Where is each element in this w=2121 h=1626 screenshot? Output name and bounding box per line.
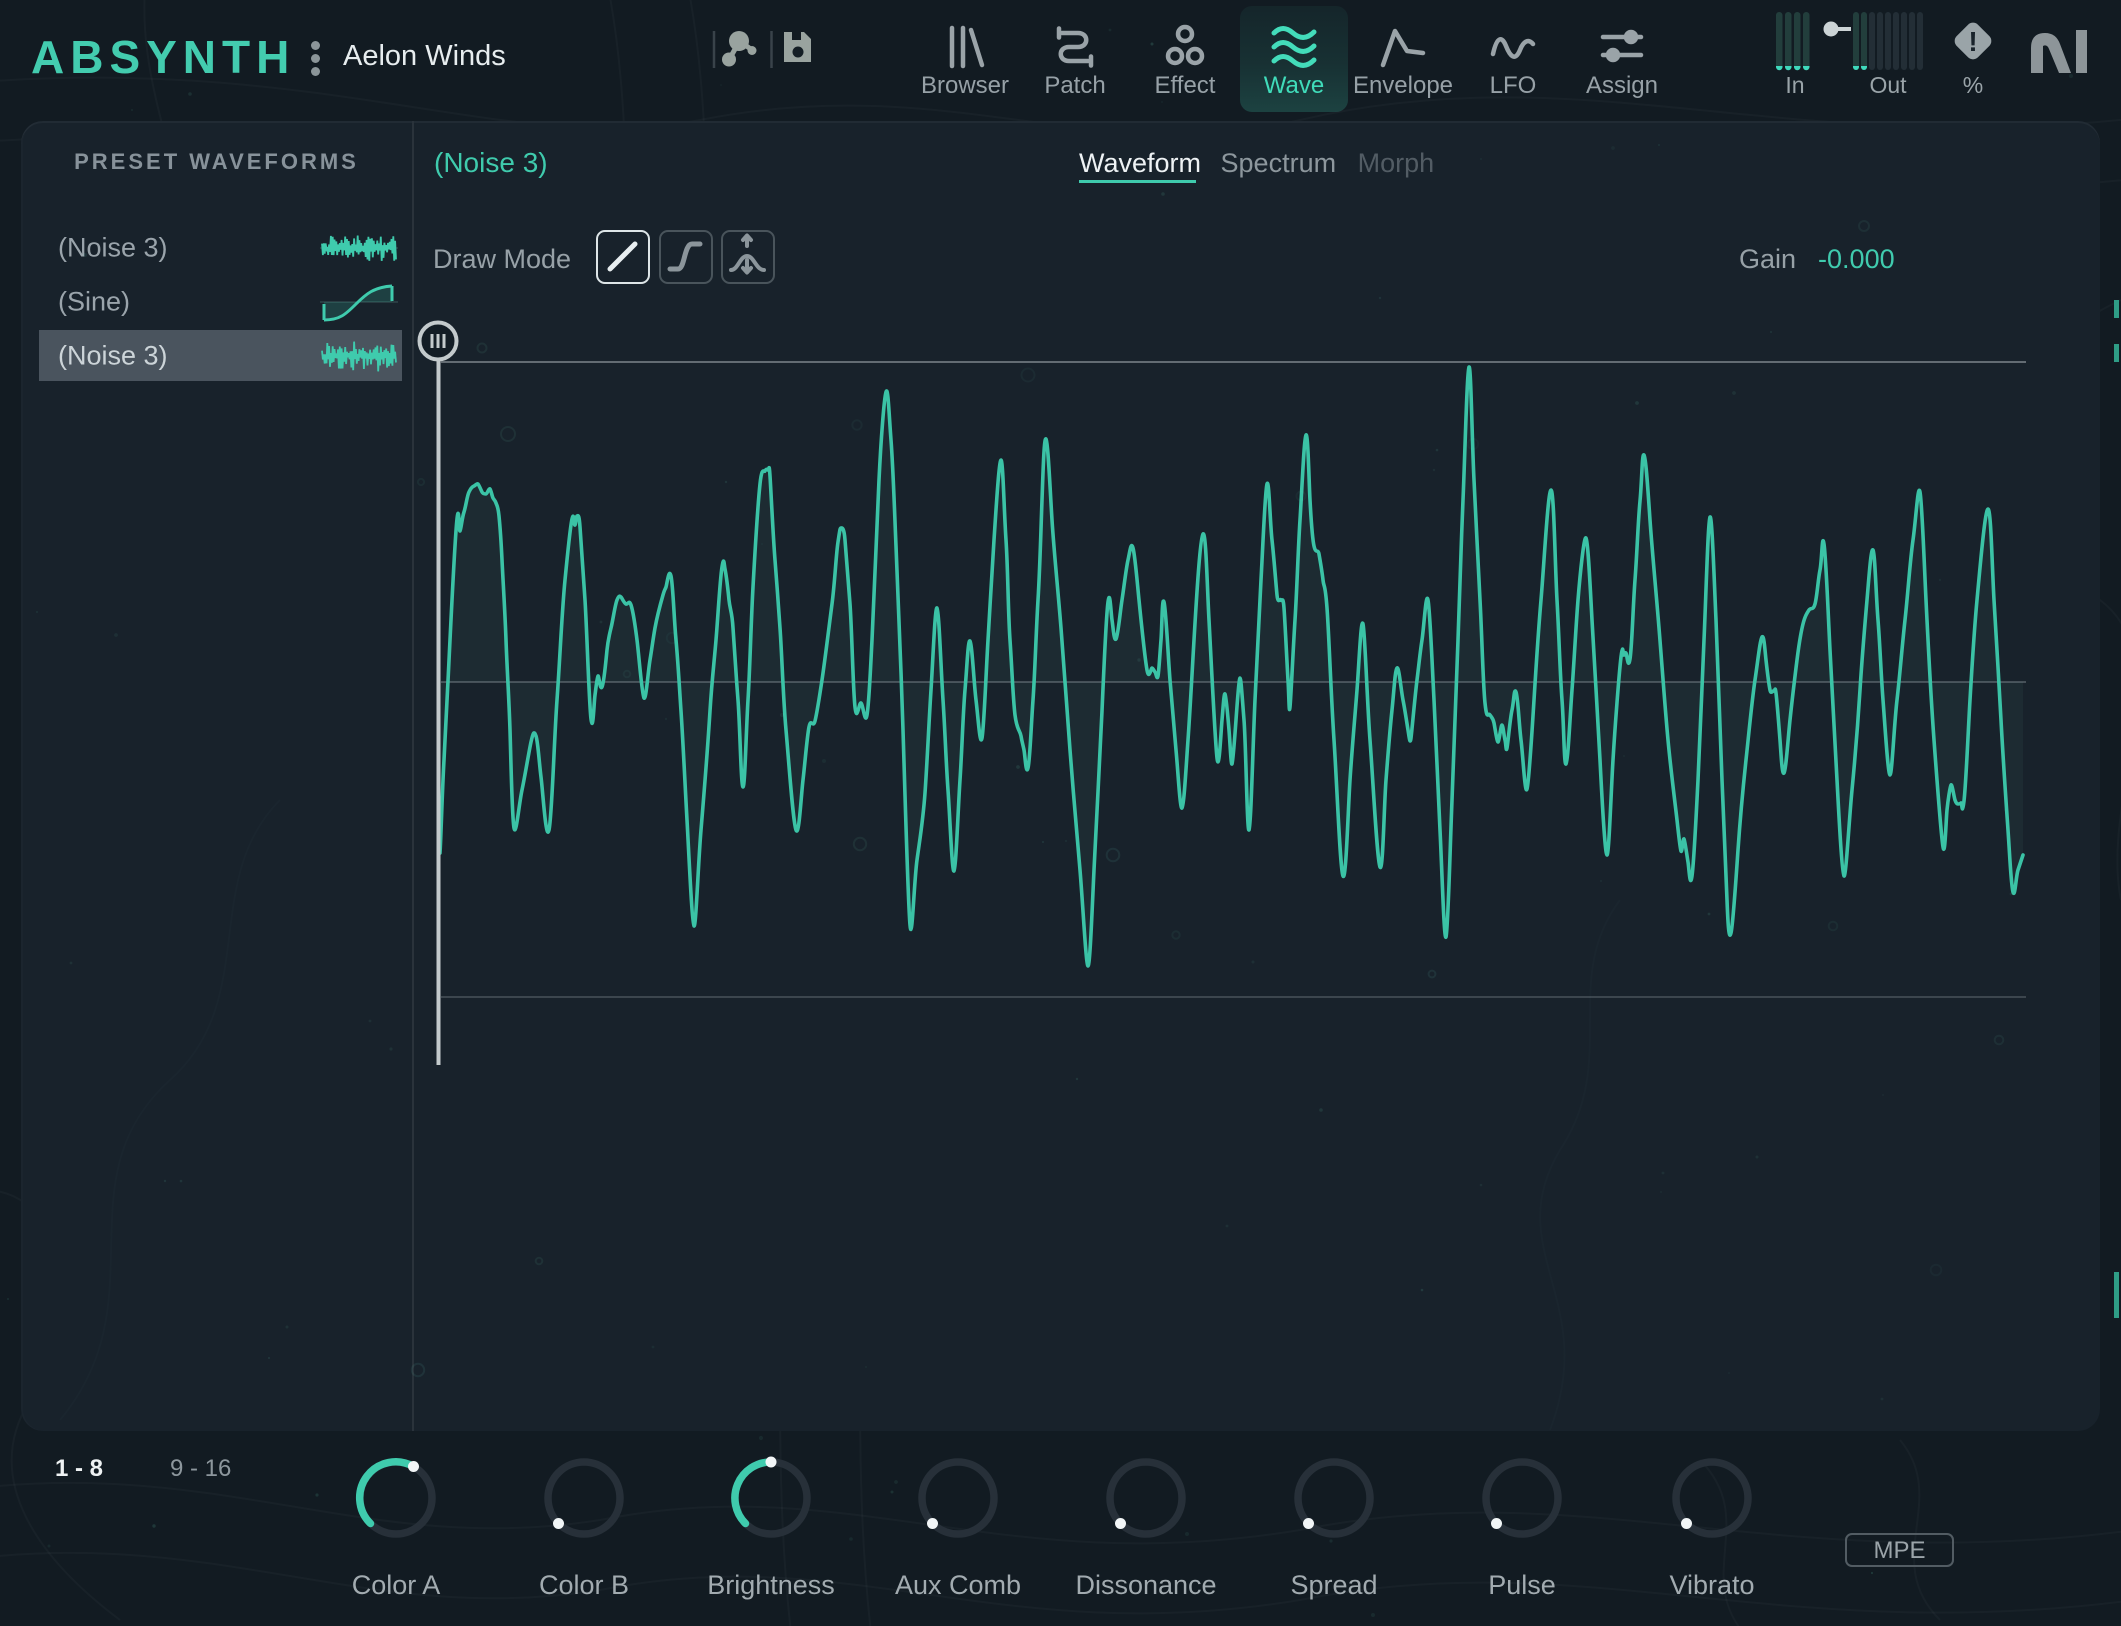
svg-text:!: ! — [1968, 26, 1977, 57]
